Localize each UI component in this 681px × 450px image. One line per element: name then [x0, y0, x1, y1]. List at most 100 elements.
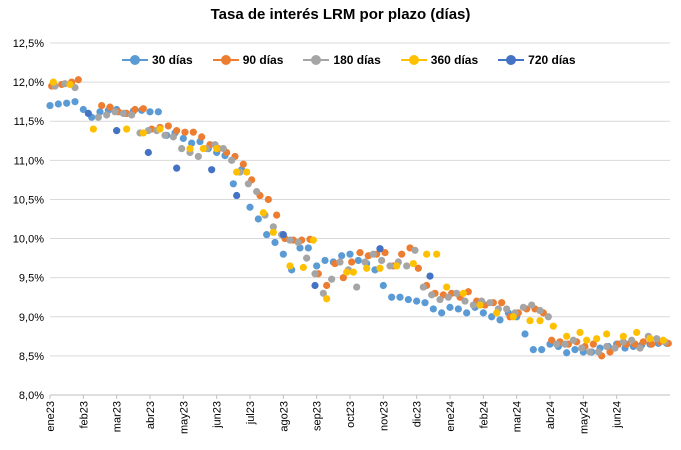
point-360-dias: [646, 335, 654, 343]
point-720-dias: [376, 245, 384, 253]
point-90-dias: [548, 336, 556, 344]
point-30-dias: [54, 100, 62, 108]
point-360-dias: [509, 313, 517, 321]
point-180-dias: [378, 256, 386, 265]
point-180-dias: [311, 270, 319, 278]
y-tick-label: 11,0%: [14, 155, 45, 167]
legend-item-180-dias: 180 días: [303, 53, 381, 67]
point-720-dias: [208, 166, 216, 174]
point-360-dias: [583, 336, 591, 344]
y-tick-label: 12,0%: [13, 77, 44, 89]
point-180-dias: [469, 301, 477, 309]
legend-swatch: [498, 55, 525, 65]
point-720-dias: [279, 231, 287, 239]
point-360-dias: [423, 250, 431, 258]
point-30-dias: [296, 244, 304, 252]
point-90-dias: [498, 299, 506, 307]
x-tick-label: may23: [178, 401, 190, 434]
x-tick-label: jul23: [245, 401, 257, 425]
point-180-dias: [269, 223, 277, 231]
point-720-dias: [113, 127, 121, 135]
x-tick-label: dic23: [412, 401, 424, 427]
point-180-dias: [569, 336, 577, 344]
legend-swatch: [212, 55, 239, 65]
point-180-dias: [603, 342, 611, 351]
point-360-dias: [593, 335, 601, 343]
point-360-dias: [299, 263, 307, 272]
point-30-dias: [229, 180, 237, 188]
point-90-dias: [106, 103, 114, 111]
point-180-dias: [586, 348, 594, 356]
point-180-dias: [194, 152, 202, 161]
point-180-dias: [319, 289, 327, 297]
point-180-dias: [519, 303, 527, 311]
point-30-dias: [146, 108, 154, 116]
y-tick-label: 10,0%: [13, 234, 44, 246]
y-tick-label: 12,5%: [13, 38, 44, 50]
point-30-dias: [529, 346, 537, 354]
point-180-dias: [303, 254, 311, 262]
point-90-dias: [273, 211, 281, 219]
point-360-dias: [343, 268, 351, 276]
point-180-dias: [228, 156, 236, 164]
point-180-dias: [544, 313, 552, 321]
point-180-dias: [219, 145, 227, 153]
point-360-dias: [576, 328, 584, 337]
point-90-dias: [606, 348, 614, 356]
point-180-dias: [169, 133, 177, 141]
point-30-dias: [338, 252, 346, 260]
point-90-dias: [131, 105, 139, 114]
point-360-dias: [376, 264, 384, 272]
point-180-dias: [536, 306, 544, 315]
point-360-dias: [409, 259, 417, 268]
point-360-dias: [186, 145, 194, 153]
point-180-dias: [128, 111, 136, 119]
legend-label: 180 días: [333, 53, 381, 67]
x-tick-label: feb24: [478, 401, 490, 429]
x-tick-label: ene24: [445, 401, 457, 432]
point-30-dias: [188, 139, 196, 147]
point-180-dias: [419, 283, 427, 291]
point-90-dias: [189, 128, 197, 136]
point-180-dias: [411, 246, 419, 254]
point-30-dias: [488, 313, 496, 321]
point-90-dias: [198, 133, 206, 141]
point-30-dias: [396, 293, 404, 301]
point-360-dias: [139, 129, 147, 137]
point-30-dias: [71, 98, 79, 106]
point-360-dias: [269, 228, 277, 236]
point-30-dias: [563, 349, 571, 357]
y-tick-label: 8,5%: [19, 351, 44, 363]
point-360-dias: [526, 317, 534, 325]
point-90-dias: [339, 274, 347, 282]
point-360-dias: [259, 209, 267, 217]
point-90-dias: [74, 76, 82, 84]
point-30-dias: [538, 346, 546, 354]
point-90-dias: [98, 101, 106, 110]
legend-item-90-dias: 90 días: [212, 53, 283, 67]
point-360-dias: [659, 336, 667, 344]
point-180-dias: [578, 344, 586, 352]
x-tick-label: feb23: [78, 401, 90, 429]
x-tick-label: ago23: [278, 401, 290, 432]
legend-label: 30 días: [152, 53, 193, 67]
point-90-dias: [639, 338, 647, 346]
point-720-dias: [84, 109, 92, 117]
point-180-dias: [486, 299, 494, 307]
legend: 30 días 90 días 180 días 360 días 720 días: [122, 53, 596, 67]
y-tick-label: 10,5%: [13, 194, 44, 206]
point-30-dias: [304, 244, 312, 252]
point-360-dias: [393, 262, 401, 270]
point-30-dias: [271, 238, 279, 247]
point-720-dias: [311, 281, 319, 290]
point-180-dias: [336, 258, 344, 266]
point-180-dias: [369, 250, 377, 258]
point-360-dias: [49, 78, 57, 86]
point-360-dias: [476, 301, 484, 309]
point-30-dias: [246, 203, 254, 211]
point-360-dias: [123, 125, 131, 133]
point-180-dias: [328, 275, 336, 283]
point-30-dias: [379, 281, 387, 290]
point-30-dias: [263, 231, 271, 239]
